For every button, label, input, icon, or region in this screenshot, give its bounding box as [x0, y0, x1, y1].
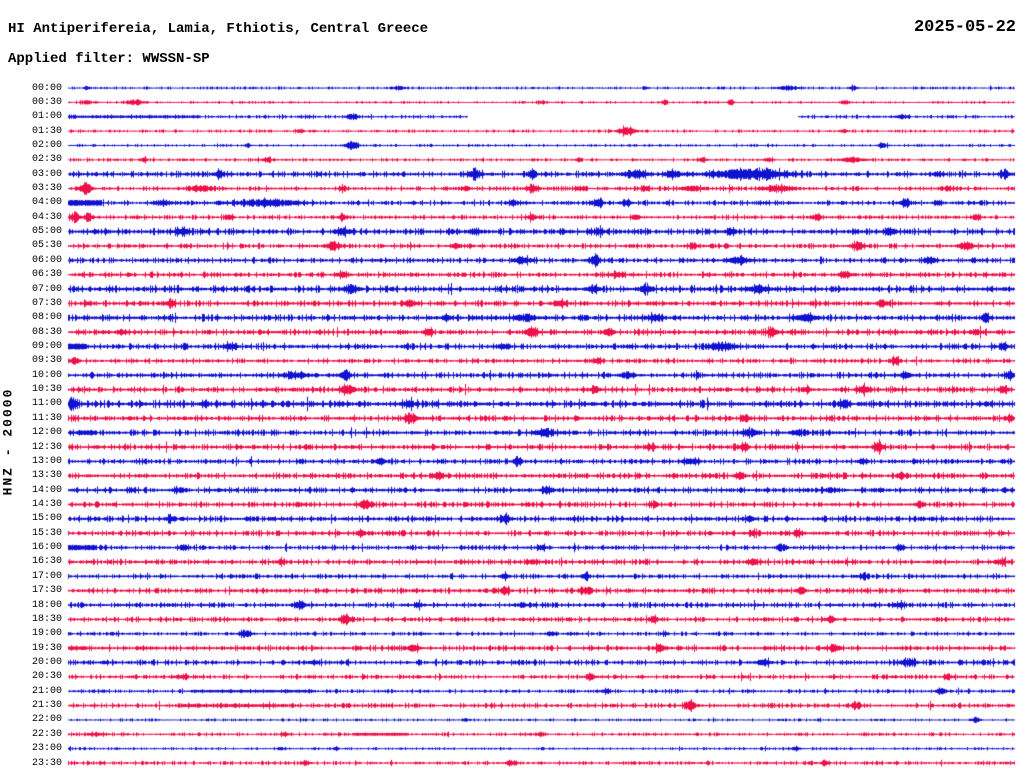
time-label-1600: 16:00 [31, 542, 62, 554]
time-label-1230: 12:30 [31, 441, 62, 453]
time-label-2200: 22:00 [31, 714, 62, 726]
time-label-1330: 13:30 [31, 470, 62, 482]
time-label-0400: 04:00 [31, 197, 62, 209]
time-label-1500: 15:00 [31, 513, 62, 525]
time-label-0730: 07:30 [31, 297, 62, 309]
time-label-0200: 02:00 [31, 139, 62, 151]
time-label-1800: 18:00 [31, 599, 62, 611]
time-label-2330: 23:30 [31, 757, 62, 769]
time-label-0830: 08:30 [31, 326, 62, 338]
time-label-1130: 11:30 [31, 412, 62, 424]
time-label-2300: 23:00 [31, 743, 62, 755]
time-label-0130: 01:30 [31, 125, 62, 137]
time-label-1830: 18:30 [31, 613, 62, 625]
time-label-1400: 14:00 [31, 484, 62, 496]
time-label-1730: 17:30 [31, 585, 62, 597]
time-label-1700: 17:00 [31, 570, 62, 582]
time-label-0000: 00:00 [31, 82, 62, 94]
time-label-0900: 09:00 [31, 341, 62, 353]
time-label-1900: 19:00 [31, 628, 62, 640]
time-label-0300: 03:00 [31, 168, 62, 180]
time-label-0800: 08:00 [31, 312, 62, 324]
time-label-0930: 09:30 [31, 355, 62, 367]
time-label-2030: 20:30 [31, 671, 62, 683]
time-label-1200: 12:00 [31, 427, 62, 439]
time-label-0600: 06:00 [31, 254, 62, 266]
time-label-2100: 21:00 [31, 685, 62, 697]
time-label-1530: 15:30 [31, 527, 62, 539]
time-label-1300: 13:00 [31, 455, 62, 467]
time-label-2230: 22:30 [31, 728, 62, 740]
time-label-1930: 19:30 [31, 642, 62, 654]
time-label-0530: 05:30 [31, 240, 62, 252]
time-label-2130: 21:30 [31, 700, 62, 712]
time-label-0700: 07:00 [31, 283, 62, 295]
time-label-1100: 11:00 [31, 398, 62, 410]
time-label-1630: 16:30 [31, 556, 62, 568]
time-label-1430: 14:30 [31, 498, 62, 510]
time-label-2000: 20:00 [31, 656, 62, 668]
time-label-0630: 06:30 [31, 269, 62, 281]
time-label-1030: 10:30 [31, 384, 62, 396]
time-label-0030: 00:30 [31, 96, 62, 108]
time-label-0100: 01:00 [31, 111, 62, 123]
time-label-0430: 04:30 [31, 211, 62, 223]
time-label-0330: 03:30 [31, 183, 62, 195]
time-label-0230: 02:30 [31, 154, 62, 166]
time-label-1000: 10:00 [31, 369, 62, 381]
time-label-0500: 05:00 [31, 226, 62, 238]
